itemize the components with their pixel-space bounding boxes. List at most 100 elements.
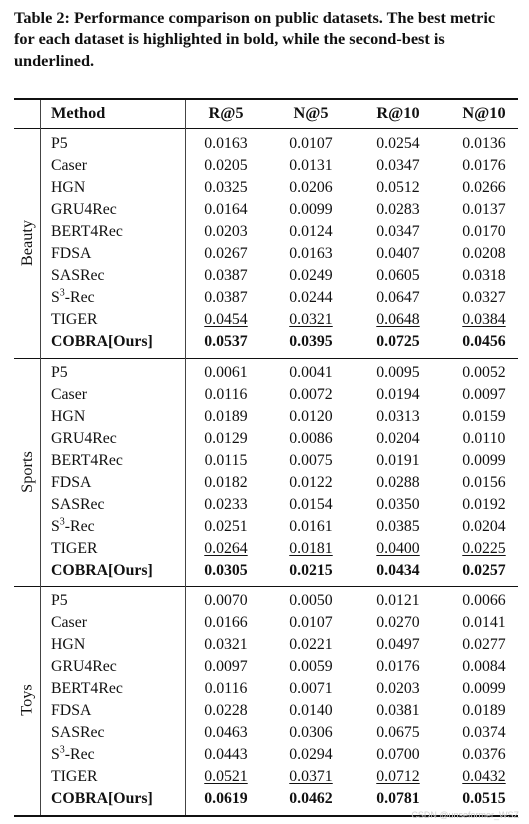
table-row: COBRA[Ours] 0.0537 0.0395 0.0725 0.0456	[14, 331, 518, 353]
table-row: FDSA 0.0182 0.0122 0.0288 0.0156	[14, 472, 518, 494]
metric-cell: 0.0381	[376, 702, 420, 719]
metric-cell: 0.0277	[462, 636, 506, 653]
metric-cell: 0.0350	[376, 496, 420, 513]
table-caption: Table 2: Performance comparison on publi…	[14, 8, 496, 70]
metric-cell: 0.0215	[289, 562, 333, 579]
metric-cell: 0.0432	[462, 768, 506, 785]
metric-cell: 0.0166	[204, 614, 248, 631]
metric-cell: 0.0182	[204, 474, 248, 491]
metric-cell: 0.0270	[376, 614, 420, 631]
metric-cell: 0.0228	[204, 702, 248, 719]
metric-cell: 0.0233	[204, 496, 248, 513]
metric-cell: 0.0647	[376, 289, 420, 306]
metric-cell: 0.0206	[289, 179, 333, 196]
metric-cell: 0.0122	[289, 474, 333, 491]
method-divider	[185, 100, 186, 815]
method-cell: HGN	[51, 179, 86, 196]
metric-cell: 0.0071	[289, 680, 333, 697]
table-row: SASRec 0.0233 0.0154 0.0350 0.0192	[14, 494, 518, 516]
table-row: FDSA 0.0267 0.0163 0.0407 0.0208	[14, 243, 518, 265]
table-row: HGN 0.0325 0.0206 0.0512 0.0266	[14, 177, 518, 199]
table-row: TIGER 0.0264 0.0181 0.0400 0.0225	[14, 538, 518, 560]
group-toys: Toys P5 0.0070 0.0050 0.0121 0.0066 Caser 0.016…	[14, 590, 518, 810]
method-cell: Caser	[51, 614, 87, 631]
header-n5: N@5	[293, 103, 329, 122]
metric-cell: 0.0099	[289, 201, 333, 218]
table-row: S3-Rec 0.0251 0.0161 0.0385 0.0204	[14, 516, 518, 538]
table-row: SASRec 0.0387 0.0249 0.0605 0.0318	[14, 265, 518, 287]
metric-cell: 0.0512	[376, 179, 420, 196]
metric-cell: 0.0084	[462, 658, 506, 675]
metric-cell: 0.0041	[289, 364, 333, 381]
method-cell: SASRec	[51, 496, 105, 513]
header-n10: N@10	[462, 103, 506, 122]
metric-cell: 0.0283	[376, 201, 420, 218]
metric-cell: 0.0515	[462, 790, 506, 807]
metric-cell: 0.0097	[204, 658, 248, 675]
method-cell: GRU4Rec	[51, 658, 117, 675]
table-row: Caser 0.0166 0.0107 0.0270 0.0141	[14, 612, 518, 634]
method-cell: P5	[51, 592, 68, 609]
group-sports: Sports P5 0.0061 0.0041 0.0095 0.0052 Caser 0.0…	[14, 362, 518, 582]
table-row: BERT4Rec 0.0203 0.0124 0.0347 0.0170	[14, 221, 518, 243]
metric-cell: 0.0164	[204, 201, 248, 218]
metric-cell: 0.0288	[376, 474, 420, 491]
metric-cell: 0.0537	[204, 333, 248, 350]
metric-cell: 0.0121	[376, 592, 420, 609]
metric-cell: 0.0463	[204, 724, 248, 741]
group-rule-1	[14, 358, 518, 359]
metric-cell: 0.0120	[289, 408, 333, 425]
method-cell: COBRA[Ours]	[51, 333, 153, 350]
metric-cell: 0.0110	[462, 430, 506, 447]
method-cell: P5	[51, 135, 68, 152]
metric-cell: 0.0170	[462, 223, 506, 240]
metric-cell: 0.0131	[289, 157, 333, 174]
metric-cell: 0.0115	[204, 452, 248, 469]
group-beauty: Beauty P5 0.0163 0.0107 0.0254 0.0136 Caser 0.0…	[14, 133, 518, 353]
method-cell: TIGER	[51, 540, 98, 557]
metric-cell: 0.0099	[462, 452, 506, 469]
table-row: P5 0.0070 0.0050 0.0121 0.0066	[14, 590, 518, 612]
method-cell: BERT4Rec	[51, 680, 123, 697]
metric-cell: 0.0107	[289, 135, 333, 152]
table-row: SASRec 0.0463 0.0306 0.0675 0.0374	[14, 722, 518, 744]
metric-cell: 0.0099	[462, 680, 506, 697]
metric-cell: 0.0221	[289, 636, 333, 653]
metric-cell: 0.0376	[462, 746, 506, 763]
metric-cell: 0.0257	[462, 562, 506, 579]
metric-cell: 0.0294	[289, 746, 333, 763]
metric-cell: 0.0497	[376, 636, 420, 653]
metric-cell: 0.0321	[289, 311, 333, 328]
metric-cell: 0.0407	[376, 245, 420, 262]
metric-cell: 0.0208	[462, 245, 506, 262]
metric-cell: 0.0191	[376, 452, 420, 469]
method-cell: FDSA	[51, 245, 92, 262]
metric-cell: 0.0384	[462, 311, 506, 328]
method-cell: HGN	[51, 408, 86, 425]
metric-cell: 0.0251	[204, 518, 248, 535]
metric-cell: 0.0156	[462, 474, 506, 491]
metric-cell: 0.0443	[204, 746, 248, 763]
table-row: TIGER 0.0454 0.0321 0.0648 0.0384	[14, 309, 518, 331]
metric-cell: 0.0070	[204, 592, 248, 609]
metric-cell: 0.0181	[289, 540, 333, 557]
metric-cell: 0.0061	[204, 364, 248, 381]
metric-cell: 0.0095	[376, 364, 420, 381]
metric-cell: 0.0434	[376, 562, 420, 579]
header-method: Method	[51, 103, 106, 122]
metric-cell: 0.0400	[376, 540, 420, 557]
table-row: Caser 0.0116 0.0072 0.0194 0.0097	[14, 384, 518, 406]
metric-cell: 0.0371	[289, 768, 333, 785]
method-cell: TIGER	[51, 768, 98, 785]
metric-cell: 0.0347	[376, 157, 420, 174]
metric-cell: 0.0462	[289, 790, 333, 807]
table-row: Caser 0.0205 0.0131 0.0347 0.0176	[14, 155, 518, 177]
method-cell: FDSA	[51, 702, 92, 719]
metric-cell: 0.0725	[376, 333, 420, 350]
metric-cell: 0.0648	[376, 311, 420, 328]
method-cell: FDSA	[51, 474, 92, 491]
metric-cell: 0.0374	[462, 724, 506, 741]
metric-cell: 0.0141	[462, 614, 506, 631]
metric-cell: 0.0781	[376, 790, 420, 807]
table-row: GRU4Rec 0.0097 0.0059 0.0176 0.0084	[14, 656, 518, 678]
